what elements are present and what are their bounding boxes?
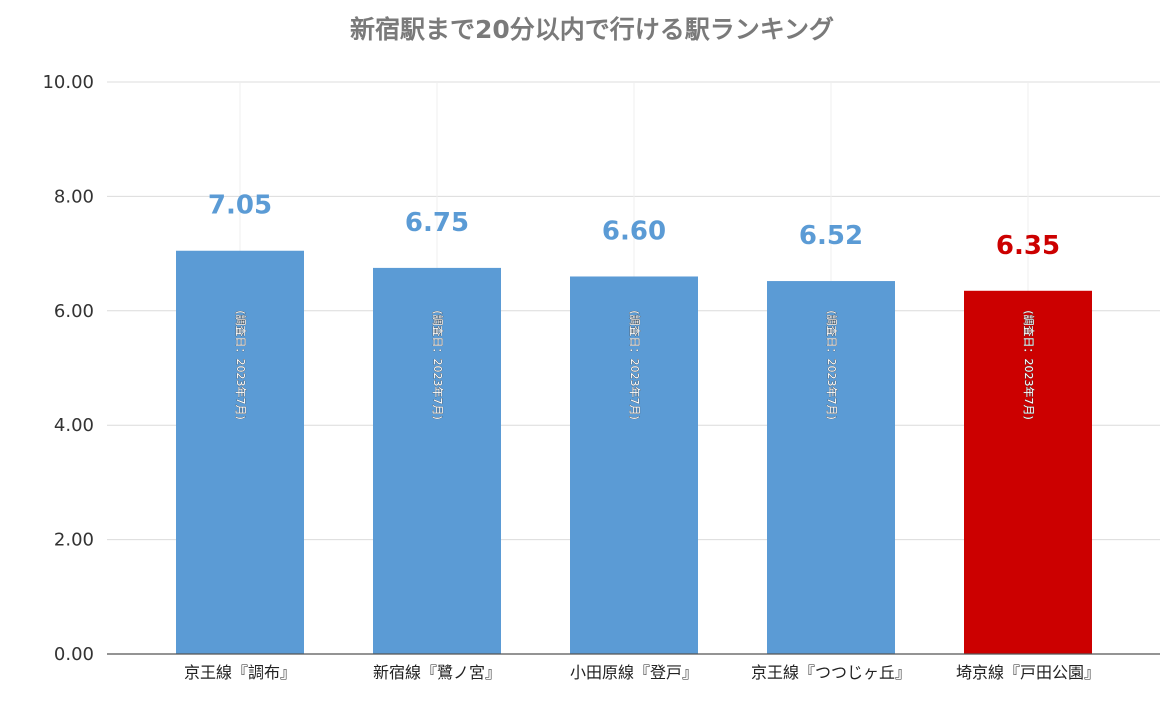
bar xyxy=(570,276,698,654)
data-label: 6.35 xyxy=(996,231,1060,261)
data-label: 6.75 xyxy=(405,208,469,238)
bar xyxy=(373,267,501,654)
y-tick-label: 10.00 xyxy=(42,72,94,93)
y-tick-label: 6.00 xyxy=(54,301,94,322)
bar xyxy=(767,281,895,654)
bar-inner-label: (調査日：2023年7月) xyxy=(1022,310,1036,420)
bar-inner-label: (調査日：2023年7月) xyxy=(431,310,445,420)
x-tick-label: 京王線『調布』 xyxy=(184,663,296,682)
x-tick-label: 埼京線『戸田公園』 xyxy=(956,663,1100,682)
x-axis-ticks: 京王線『調布』 新宿線『鷺ノ宮』 小田原線『登戸』 京王線『つつじヶ丘』 埼京線『戸田公… xyxy=(184,663,1100,682)
bar-inner-label: (調査日：2023年7月) xyxy=(628,310,642,420)
y-axis-ticks: 0.00 2.00 4.00 6.00 8.00 10.00 xyxy=(42,72,94,665)
data-label: 7.05 xyxy=(208,191,272,221)
bar xyxy=(176,250,304,655)
y-tick-label: 2.00 xyxy=(54,530,94,551)
bar-inner-label: (調査日：2023年7月) xyxy=(825,310,839,420)
y-tick-label: 0.00 xyxy=(54,644,94,665)
bars: 7.05 (調査日：2023年7月) 6.75 (調査日：2023年7月) 6.60 (調… xyxy=(176,191,1092,655)
x-tick-label: 小田原線『登戸』 xyxy=(570,663,698,682)
x-tick-label: 新宿線『鷺ノ宮』 xyxy=(373,663,501,682)
chart-title: 新宿駅まで20分以内で行ける駅ランキング xyxy=(350,15,834,44)
x-tick-label: 京王線『つつじヶ丘』 xyxy=(751,663,911,682)
y-tick-label: 4.00 xyxy=(54,415,94,436)
bar xyxy=(964,290,1092,654)
data-label: 6.52 xyxy=(799,221,863,251)
y-tick-label: 8.00 xyxy=(54,186,94,207)
bar-inner-label: (調査日：2023年7月) xyxy=(234,310,248,420)
data-label: 6.60 xyxy=(602,216,666,246)
